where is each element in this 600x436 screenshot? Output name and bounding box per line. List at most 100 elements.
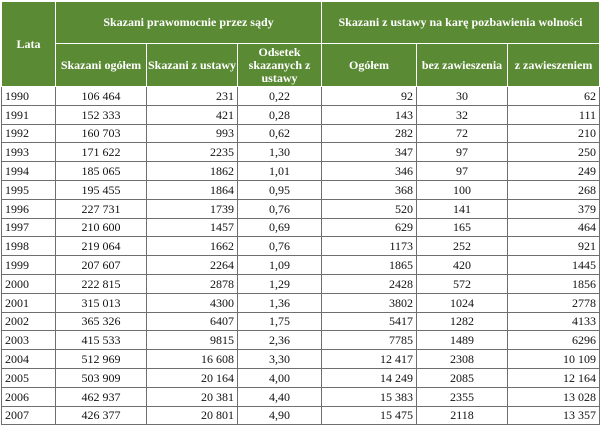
without-suspension-cell: 100 [416,179,508,200]
without-suspension-cell: 165 [416,217,508,238]
with-suspension-cell: 1856 [506,273,600,294]
percent-cell: 1,01 [237,161,322,181]
year-cell: 1992 [1,123,56,144]
table-row: 1996 227 731 1739 0,76 520 141 379 [1,198,600,219]
convicted-under-law-cell: 1864 [146,179,238,200]
with-suspension-cell: 13 357 [506,405,600,426]
total-prison-cell: 1173 [321,236,417,257]
total-prison-cell: 520 [321,198,417,219]
year-cell: 1990 [1,86,56,106]
percent-cell: 3,30 [237,349,322,369]
year-cell: 1998 [1,236,56,257]
total-prison-cell: 368 [321,179,417,200]
year-cell: 1999 [1,255,56,275]
total-convicted-cell: 426 377 [55,405,147,426]
total-convicted-cell: 207 607 [55,255,147,275]
total-convicted-cell: 106 464 [55,86,147,106]
year-cell: 2003 [1,330,56,351]
total-prison-cell: 347 [321,142,417,163]
without-suspension-cell: 420 [416,255,508,275]
table-row: 2004 512 969 16 608 3,30 12 417 2308 10 109 [1,349,600,369]
with-suspension-cell: 13 028 [506,386,600,407]
table-row: 1994 185 065 1862 1,01 346 97 249 [1,161,600,181]
table-row: 1990 106 464 231 0,22 92 30 62 [1,86,600,106]
with-suspension-cell: 1445 [506,255,600,275]
total-convicted-cell: 222 815 [55,273,147,294]
percent-cell: 2,36 [237,330,322,351]
total-prison-cell: 3802 [321,292,417,313]
without-suspension-cell: 141 [416,198,508,219]
convicted-under-law-cell: 4300 [146,292,238,313]
year-cell: 2000 [1,273,56,294]
total-prison-cell: 15 475 [321,405,417,426]
with-suspension-cell: 210 [506,123,600,144]
convicted-under-law-cell: 1457 [146,217,238,238]
with-suspension-cell: 10 109 [506,349,600,369]
with-suspension-cell: 2778 [506,292,600,313]
total-convicted-cell: 227 731 [55,198,147,219]
percent-cell: 1,75 [237,311,322,332]
total-convicted-header: Skazani ogółem [55,43,147,87]
percent-cell: 4,90 [237,405,322,426]
with-suspension-header: z zawieszeniem [506,43,600,87]
convicted-under-law-cell: 6407 [146,311,238,332]
with-suspension-cell: 250 [506,142,600,163]
convicted-under-law-cell: 9815 [146,330,238,351]
percent-cell: 4,40 [237,386,322,407]
with-suspension-cell: 249 [506,161,600,181]
percent-cell: 4,00 [237,367,322,388]
without-suspension-header: bez zawieszenia [416,43,508,87]
court-convictions-group-header: Skazani prawomocnie przez sądy [55,1,322,44]
table-row: 1991 152 333 421 0,28 143 32 111 [1,104,600,125]
without-suspension-cell: 2118 [416,405,508,426]
with-suspension-cell: 111 [506,104,600,125]
total-convicted-cell: 171 622 [55,142,147,163]
with-suspension-cell: 6296 [506,330,600,351]
convicted-under-law-cell: 20 381 [146,386,238,407]
without-suspension-cell: 97 [416,142,508,163]
total-convicted-cell: 415 533 [55,330,147,351]
percent-cell: 1,36 [237,292,322,313]
percent-cell: 0,76 [237,236,322,257]
table-row: 1993 171 622 2235 1,30 347 97 250 [1,142,600,163]
total-prison-cell: 346 [321,161,417,181]
total-prison-cell: 5417 [321,311,417,332]
percent-cell: 0,28 [237,104,322,125]
year-cell: 2006 [1,386,56,407]
without-suspension-cell: 2355 [416,386,508,407]
percent-cell: 0,22 [237,86,322,106]
percent-cell: 0,95 [237,179,322,200]
convicted-under-law-cell: 1739 [146,198,238,219]
table-row: 2002 365 326 6407 1,75 5417 1282 4133 [1,311,600,332]
with-suspension-cell: 12 164 [506,367,600,388]
with-suspension-cell: 464 [506,217,600,238]
table-row: 2005 503 909 20 164 4,00 14 249 2085 12 164 [1,367,600,388]
year-cell: 1993 [1,142,56,163]
without-suspension-cell: 2308 [416,349,508,369]
prison-sentences-group-header: Skazani z ustawy na karę pozbawienia wol… [320,1,600,44]
without-suspension-cell: 30 [416,86,508,106]
percent-cell: 1,30 [237,142,322,163]
total-convicted-cell: 315 013 [55,292,147,313]
year-cell: 2007 [1,405,56,426]
total-prison-cell: 12 417 [321,349,417,369]
convicted-under-law-cell: 20 164 [146,367,238,388]
total-prison-cell: 14 249 [321,367,417,388]
table-row: 2003 415 533 9815 2,36 7785 1489 6296 [1,330,600,351]
convicted-under-law-cell: 2878 [146,273,238,294]
convictions-table: Lata Skazani prawomocnie przez sądy Skaz… [1,1,600,426]
without-suspension-cell: 1282 [416,311,508,332]
with-suspension-cell: 379 [506,198,600,219]
years-header: Lata [1,1,56,87]
year-cell: 1996 [1,198,56,219]
without-suspension-cell: 72 [416,123,508,144]
percent-cell: 0,62 [237,123,322,144]
without-suspension-cell: 32 [416,104,508,125]
without-suspension-cell: 252 [416,236,508,257]
total-convicted-cell: 512 969 [55,349,147,369]
without-suspension-cell: 572 [416,273,508,294]
table-row: 2001 315 013 4300 1,36 3802 1024 2778 [1,292,600,313]
table-row: 1992 160 703 993 0,62 282 72 210 [1,123,600,144]
total-convicted-cell: 185 065 [55,161,147,181]
convicted-under-law-cell: 993 [146,123,238,144]
